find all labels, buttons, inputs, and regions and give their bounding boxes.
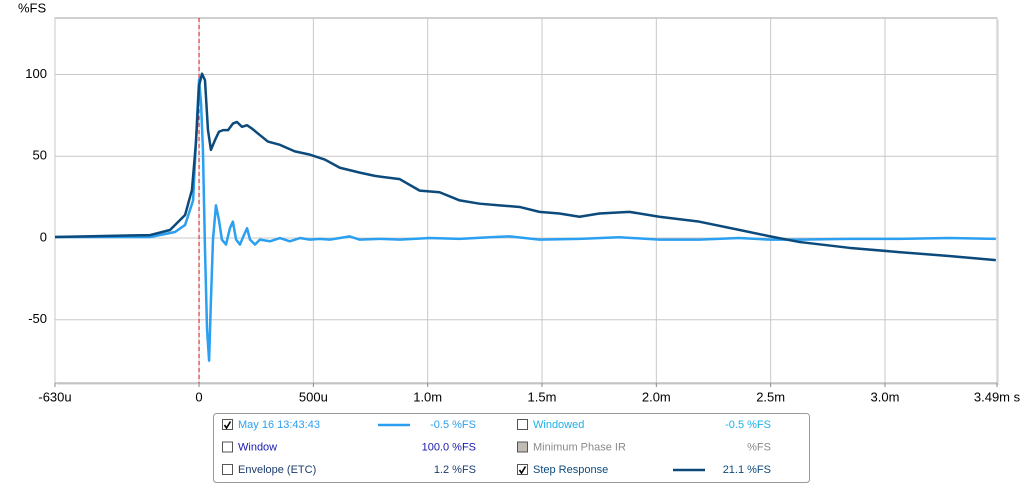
checkbox[interactable] [517,464,528,475]
x-tick-label: 0 [195,389,202,404]
legend-label: Step Response [533,464,608,476]
x-tick-label: 2.5m [756,389,785,404]
checkbox[interactable] [222,441,233,453]
y-tick-label: 100 [25,66,47,81]
checkbox[interactable] [517,419,528,430]
legend-label: May 16 13:43:43 [238,419,320,431]
checkbox[interactable] [517,441,528,453]
legend-readout: -0.5 %FS [430,419,476,431]
legend-readout: 100.0 %FS [422,441,476,453]
x-tick-label: 500u [299,389,328,404]
legend-label: Windowed [533,419,584,431]
y-axis-label: %FS [18,0,47,15]
legend-readout: 21.1 %FS [723,464,771,476]
x-tick-label: 3.49m s [974,389,1021,404]
legend-label: Window [238,441,277,453]
series-line [55,78,996,362]
x-tick-label: 2.0m [642,389,671,404]
legend-label: Envelope (ETC) [238,464,316,476]
plot-area [54,17,998,384]
checkbox[interactable] [222,464,233,475]
y-tick-label: 50 [33,148,47,163]
checkmark [518,466,527,475]
checkmark [223,421,232,430]
legend: May 16 13:43:43 -0.5 %FS Window 100.0 %FS En… [213,413,810,483]
y-tick-label: -50 [28,311,47,326]
legend-readout: %FS [747,441,771,453]
legend-box [213,413,810,483]
legend-readout: 1.2 %FS [434,464,476,476]
series-line [54,72,996,262]
legend-readout: -0.5 %FS [725,419,771,431]
x-tick-label: 3.0m [871,389,900,404]
checkbox[interactable] [222,419,233,430]
legend-label: Minimum Phase IR [533,441,626,453]
y-tick-label: 0 [40,229,47,244]
x-tick-label: 1.5m [528,389,557,404]
x-tick-label: -630u [38,389,71,404]
x-tick-label: 1.0m [413,389,442,404]
